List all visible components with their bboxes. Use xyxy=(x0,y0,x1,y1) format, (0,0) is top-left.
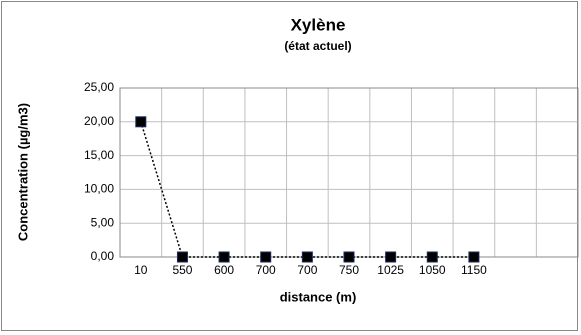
x-tick-label: 550 xyxy=(172,263,192,277)
y-tick-label: 25,00 xyxy=(84,80,114,94)
y-tick-label: 15,00 xyxy=(84,148,114,162)
marker xyxy=(343,251,355,263)
x-tick-label: 1050 xyxy=(419,263,446,277)
marker xyxy=(260,251,272,263)
y-tick-label: 10,00 xyxy=(84,182,114,196)
y-tick-label: 0,00 xyxy=(91,249,115,263)
x-tick-label: 1150 xyxy=(461,263,487,277)
chart-frame xyxy=(1,1,578,331)
marker xyxy=(176,251,188,263)
x-axis-label: distance (m) xyxy=(280,289,357,304)
chart-title: Xylène xyxy=(291,15,346,34)
y-tick-label: 5,00 xyxy=(91,215,115,229)
marker xyxy=(301,251,313,263)
chart-subtitle: (état actuel) xyxy=(284,39,351,53)
x-tick-label: 700 xyxy=(256,263,276,277)
marker xyxy=(218,251,230,263)
x-tick-label: 1025 xyxy=(377,263,404,277)
marker xyxy=(385,251,397,263)
x-tick-label: 750 xyxy=(339,263,359,277)
x-tick-label: 600 xyxy=(214,263,234,277)
y-axis-label: Concentration (µg/m3) xyxy=(15,103,30,241)
y-tick-label: 20,00 xyxy=(84,114,114,128)
marker xyxy=(426,251,438,263)
series-line xyxy=(140,121,474,258)
marker xyxy=(135,116,147,128)
marker xyxy=(468,251,480,263)
x-tick-label: 10 xyxy=(134,263,148,277)
x-tick-label: 700 xyxy=(297,263,317,277)
